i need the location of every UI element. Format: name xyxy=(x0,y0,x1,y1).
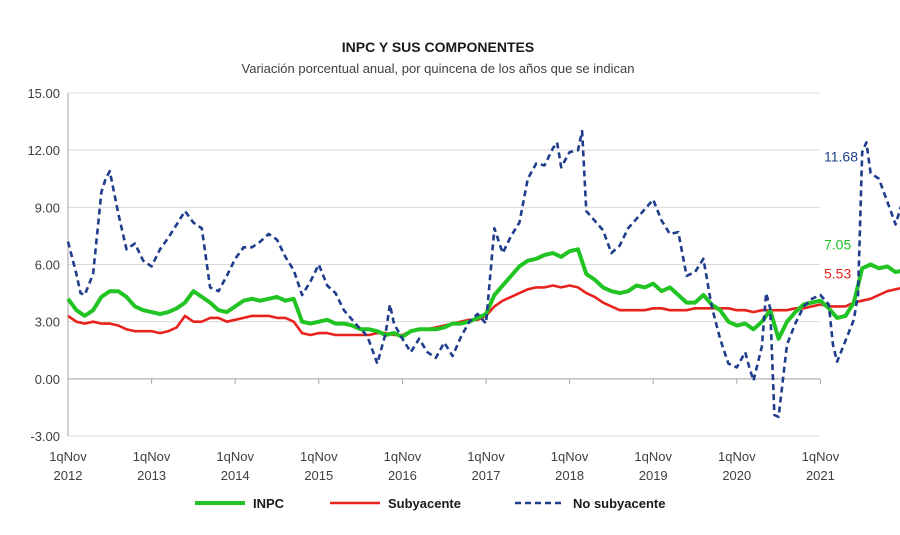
y-tick-label: 15.00 xyxy=(27,86,60,101)
x-tick-label-line2: 2016 xyxy=(388,468,417,483)
x-tick-label: 1qNov 2019 xyxy=(634,449,672,483)
series-line-no-subyacente xyxy=(66,129,900,419)
x-tick-label-line2: 2020 xyxy=(722,468,751,483)
end-labels: 5.53 7.05 11.68 xyxy=(824,148,858,281)
x-tick-label: 1qNov 2013 xyxy=(133,449,171,483)
legend-label-inpc: INPC xyxy=(253,496,285,511)
x-tick-label: 1qNov 2014 xyxy=(216,449,254,483)
x-tick-label-line1: 1qNov xyxy=(300,449,338,464)
series-lines xyxy=(66,129,900,419)
y-axis-ticks: 15.00 12.00 9.00 6.00 3.00 0.00 -3.00 xyxy=(27,86,60,444)
y-tick-label: 3.00 xyxy=(35,315,60,330)
x-tick-label-line1: 1qNov xyxy=(551,449,589,464)
legend: INPC Subyacente No subyacente xyxy=(195,496,665,511)
x-tick-label-line2: 2017 xyxy=(472,468,501,483)
x-tick-label: 1qNov 2012 xyxy=(49,449,87,483)
x-tick-label-line1: 1qNov xyxy=(133,449,171,464)
x-tick-label: 1qNov 2016 xyxy=(384,449,422,483)
y-tick-label: -3.00 xyxy=(30,429,60,444)
x-tick-label-line1: 1qNov xyxy=(802,449,840,464)
end-label-no-subyacente: 11.68 xyxy=(824,148,858,164)
x-tick-label-line1: 1qNov xyxy=(49,449,87,464)
x-tick-label-line1: 1qNov xyxy=(718,449,756,464)
x-tick-label-line2: 2021 xyxy=(806,468,835,483)
y-tick-label: 9.00 xyxy=(35,200,60,215)
x-tick-label: 1qNov 2018 xyxy=(551,449,589,483)
x-tick-label-line2: 2019 xyxy=(639,468,668,483)
x-tick-label: 1qNov 2015 xyxy=(300,449,338,483)
x-tick-label-line1: 1qNov xyxy=(384,449,422,464)
x-tick-label-line2: 2014 xyxy=(221,468,250,483)
end-label-inpc: 7.05 xyxy=(824,236,851,252)
x-tick-label-line2: 2013 xyxy=(137,468,166,483)
legend-label-no-subyacente: No subyacente xyxy=(573,496,665,511)
y-tick-label: 6.00 xyxy=(35,258,60,273)
series-line-subyacente xyxy=(67,284,900,337)
chart-title: INPC Y SUS COMPONENTES xyxy=(342,39,534,55)
x-tick-label: 1qNov 2021 xyxy=(802,449,840,483)
end-label-subyacente: 5.53 xyxy=(824,265,851,281)
legend-label-subyacente: Subyacente xyxy=(388,496,461,511)
x-tick-label-line2: 2012 xyxy=(54,468,83,483)
series-line-inpc xyxy=(66,247,900,341)
x-tick-label: 1qNov 2017 xyxy=(467,449,505,483)
y-tick-label: 0.00 xyxy=(35,372,60,387)
x-tick-label: 1qNov 2020 xyxy=(718,449,756,483)
x-tick-label-line1: 1qNov xyxy=(634,449,672,464)
x-tick-label-line1: 1qNov xyxy=(216,449,254,464)
gridlines xyxy=(68,92,820,437)
chart-subtitle: Variación porcentual anual, por quincena… xyxy=(242,61,635,76)
x-tick-label-line2: 2018 xyxy=(555,468,584,483)
y-tick-label: 12.00 xyxy=(27,143,60,158)
x-tick-label-line1: 1qNov xyxy=(467,449,505,464)
x-tick-label-line2: 2015 xyxy=(304,468,333,483)
